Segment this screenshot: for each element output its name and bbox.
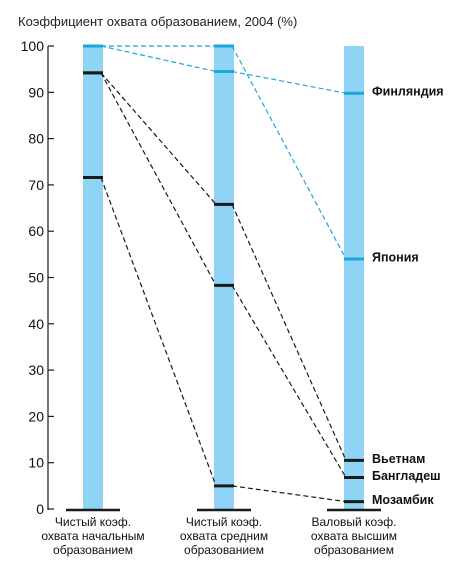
y-tick-label: 80: [28, 131, 44, 147]
y-tick-label: 50: [28, 270, 44, 286]
y-axis-ticks: 0 10 20 30 40 50 60 70 80 90 100: [21, 38, 54, 517]
series-label: Мозамбик: [372, 493, 434, 507]
category-label: Валовый коэф.: [312, 515, 397, 529]
category-label: Чистый коэф.: [186, 515, 262, 529]
series-line: [100, 72, 217, 205]
category-label: образованием: [184, 543, 264, 557]
category-bars: [66, 46, 381, 512]
series-line: [100, 45, 217, 73]
category-bar: [214, 46, 234, 509]
y-tick-label: 70: [28, 177, 44, 193]
series-line: [100, 72, 217, 286]
connector-lines: [100, 45, 347, 503]
series-line: [231, 204, 347, 461]
category-label: образованием: [53, 543, 133, 557]
category-bar: [344, 46, 364, 509]
series-labels: Финляндия Япония Вьетнам Бангладеш Мозамбик: [372, 85, 444, 507]
series-label: Япония: [372, 250, 419, 264]
y-tick-label: 40: [28, 316, 44, 332]
chart-title: Коэффициент охвата образованием, 2004 (%…: [18, 14, 297, 29]
y-tick-label: 10: [28, 455, 44, 471]
category-labels: Чистый коэф.охвата начальнымобразованием…: [41, 515, 397, 557]
category-label: охвата высшим: [311, 529, 397, 543]
y-tick-label: 30: [28, 362, 44, 378]
series-line: [231, 285, 347, 478]
y-tick-label: 60: [28, 223, 44, 239]
series-label: Вьетнам: [372, 452, 425, 466]
category-label: образованием: [314, 543, 394, 557]
y-tick-label: 0: [36, 501, 44, 517]
series-line: [100, 177, 217, 487]
series-label: Бангладеш: [372, 469, 441, 483]
y-tick-label: 20: [28, 408, 44, 424]
category-label: охвата средним: [180, 529, 268, 543]
category-bar: [83, 46, 103, 509]
category-label: охвата начальным: [41, 529, 144, 543]
series-label: Финляндия: [372, 85, 444, 99]
series-line: [231, 45, 347, 260]
series-line: [231, 485, 347, 503]
value-marks: [83, 44, 364, 504]
series-line: [231, 70, 347, 94]
y-tick-label: 90: [28, 84, 44, 100]
y-tick-label: 100: [21, 38, 45, 54]
category-label: Чистый коэф.: [55, 515, 131, 529]
